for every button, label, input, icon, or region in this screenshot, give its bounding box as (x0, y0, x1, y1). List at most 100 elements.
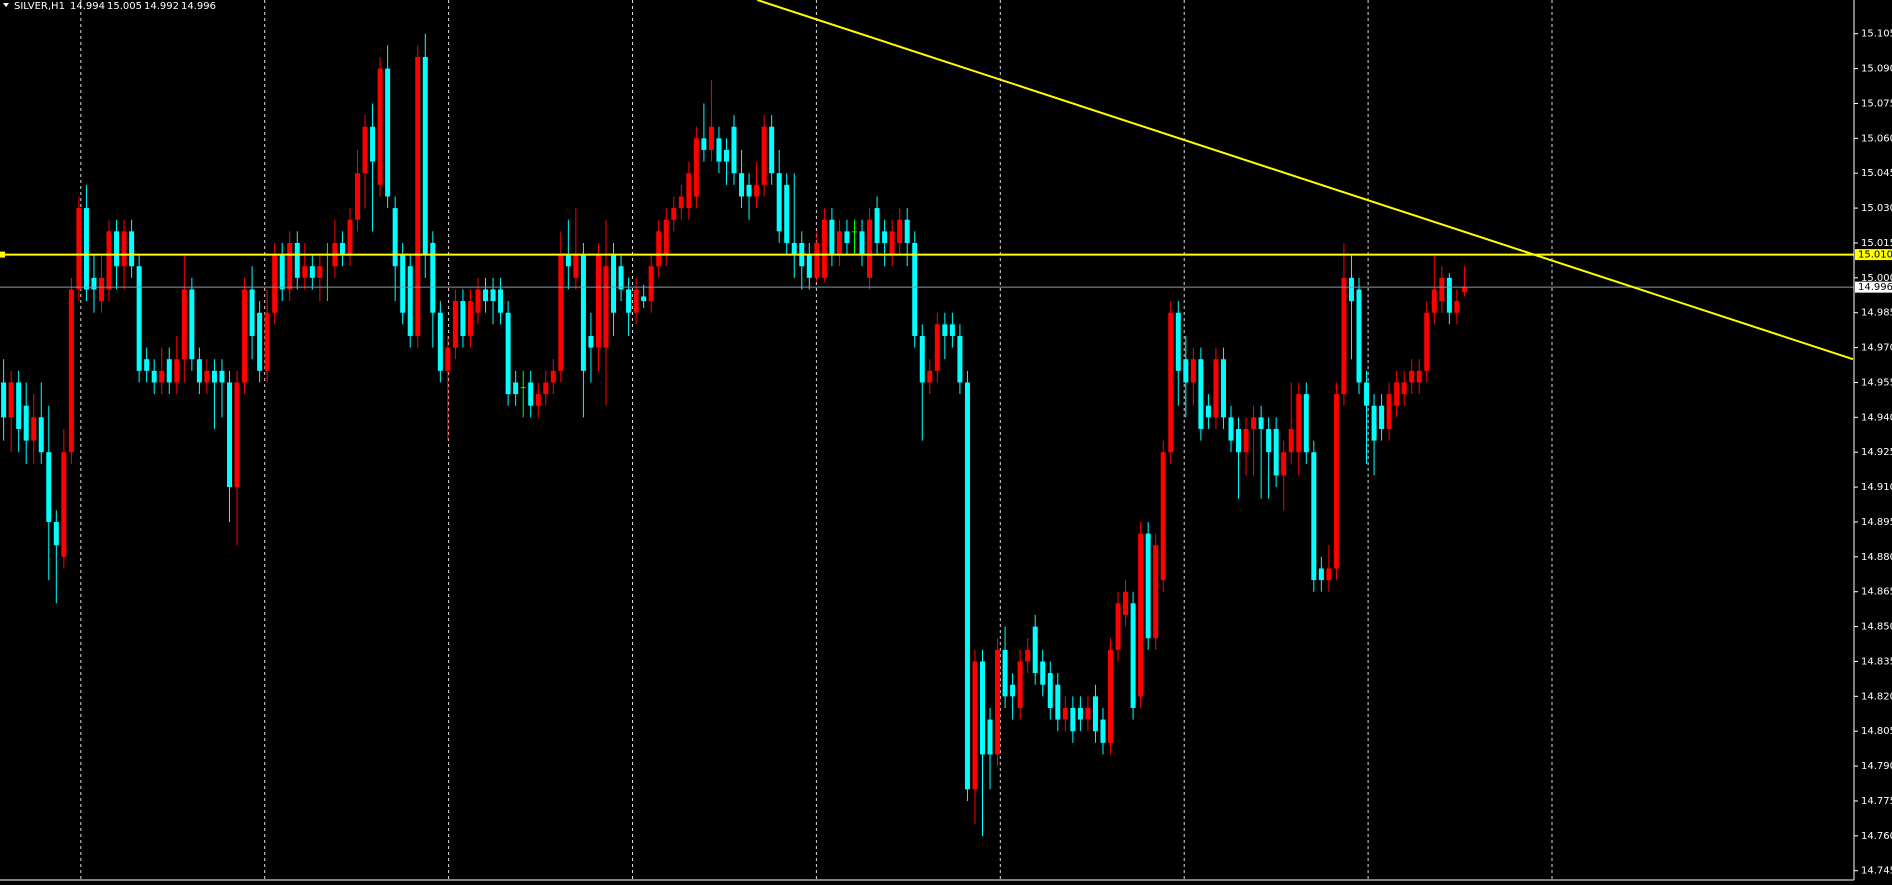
horizontal-line-label: 15.010 (1858, 250, 1892, 261)
candle-body (859, 231, 865, 255)
candle-body (196, 359, 202, 383)
candle-body (121, 231, 127, 267)
candle-body (257, 312, 263, 371)
candle-body (76, 208, 82, 290)
candle-body (1228, 417, 1234, 441)
plot (0, 0, 1854, 836)
high-value: 15.005 (107, 1, 142, 12)
candle-body (1356, 289, 1362, 383)
candle-body (452, 301, 458, 348)
candle-body (1047, 673, 1053, 708)
candle-body (1168, 312, 1174, 453)
candle-body (272, 254, 278, 313)
candle-body (249, 289, 255, 336)
candle-body (663, 219, 669, 255)
candle-body (1108, 649, 1114, 743)
candle-body (204, 370, 210, 383)
header: SILVER,H1 14.994 15.005 14.992 14.996 (3, 1, 216, 12)
candle-body (61, 452, 67, 557)
candle-body (1085, 707, 1091, 720)
candle-body (1326, 568, 1332, 581)
candle-body (987, 719, 993, 755)
candle-body (264, 312, 270, 371)
candle-body (98, 277, 104, 302)
candle-body (46, 452, 52, 522)
candle-body (513, 382, 519, 395)
candle-body (1386, 394, 1392, 429)
candle-body (1461, 287, 1467, 292)
candle-body (1401, 382, 1407, 395)
candle-body (1416, 370, 1422, 383)
candle-body (1266, 428, 1272, 453)
candle-body (927, 370, 933, 383)
candle-body (731, 126, 737, 174)
candle-body (437, 312, 443, 371)
candle-body (588, 335, 594, 348)
candle-body (1379, 405, 1385, 429)
candle-body (912, 242, 918, 336)
candle-body (234, 382, 240, 488)
candle-body (1115, 603, 1121, 650)
y-tick-label: 14.805 (1861, 726, 1892, 737)
y-tick-label: 15.075 (1861, 98, 1892, 109)
candle-body (159, 370, 165, 383)
candle-body (392, 208, 398, 267)
candle-body (129, 231, 135, 267)
candle-body (219, 370, 225, 383)
candle-body (1318, 568, 1324, 581)
candle-body (791, 242, 797, 255)
candle-body (16, 382, 22, 429)
candle-body (844, 231, 850, 243)
candle-body (339, 242, 345, 255)
y-tick-label: 15.000 (1861, 273, 1892, 284)
candle-body (1371, 405, 1377, 441)
candle-body (166, 359, 172, 383)
y-tick-label: 14.880 (1861, 552, 1892, 563)
grid (80, 0, 1553, 880)
candle-body (1, 382, 7, 418)
candle-body (467, 301, 473, 336)
candle-body (934, 324, 940, 371)
candle-body (769, 126, 775, 174)
candle-body (23, 405, 29, 441)
candle-body (889, 231, 895, 255)
y-tick-label: 14.985 (1861, 308, 1892, 319)
candle-body (1296, 394, 1302, 453)
candle-body (1183, 359, 1189, 383)
candle-body (739, 173, 745, 197)
candle-body (189, 289, 195, 360)
candle-body (746, 184, 752, 197)
candle-body (784, 184, 790, 243)
candle-body (528, 382, 534, 406)
candle-body (83, 208, 89, 290)
candle-body (91, 277, 97, 290)
y-tick-label: 14.940 (1861, 412, 1892, 423)
candle-body (355, 173, 361, 220)
candle-body (136, 266, 142, 371)
candle-body (445, 347, 451, 371)
candle-body (460, 301, 466, 336)
candle-body (671, 208, 677, 220)
candle-body (641, 296, 647, 302)
candle-body (964, 382, 970, 790)
candle-body (882, 231, 888, 243)
candle-body (1364, 382, 1370, 406)
candle-body (422, 56, 428, 255)
candle-body (362, 126, 368, 174)
candle-body (490, 289, 496, 302)
low-value: 14.992 (144, 1, 179, 12)
candle-body (1145, 533, 1151, 639)
y-tick-label: 15.060 (1861, 133, 1892, 144)
candle-body (294, 242, 300, 278)
y-tick-label: 14.790 (1861, 761, 1892, 772)
candle-body (1454, 301, 1460, 313)
candle-body (8, 382, 14, 418)
candle-body (851, 231, 857, 233)
y-tick-label: 14.775 (1861, 796, 1892, 807)
candle-body (1439, 277, 1445, 302)
candle-body (1175, 312, 1181, 371)
candle-body (1002, 649, 1008, 697)
candle-body (701, 138, 707, 150)
y-tick-label: 14.925 (1861, 447, 1892, 458)
